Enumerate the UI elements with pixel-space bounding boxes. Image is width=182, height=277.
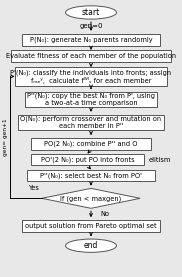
FancyBboxPatch shape bbox=[27, 170, 155, 181]
Text: gen= gen+1: gen= gen+1 bbox=[3, 119, 8, 156]
Text: P(N₀): generate N₀ parents randomly: P(N₀): generate N₀ parents randomly bbox=[30, 37, 152, 43]
FancyBboxPatch shape bbox=[25, 91, 157, 107]
FancyBboxPatch shape bbox=[11, 50, 171, 62]
Text: P''(N₀): select best N₀ from PO': P''(N₀): select best N₀ from PO' bbox=[40, 172, 142, 179]
FancyBboxPatch shape bbox=[18, 114, 164, 130]
FancyBboxPatch shape bbox=[22, 34, 160, 46]
Text: output solution from Pareto optimal set: output solution from Pareto optimal set bbox=[25, 223, 157, 229]
Ellipse shape bbox=[66, 6, 116, 19]
Text: gen=0: gen=0 bbox=[79, 23, 103, 29]
Text: end: end bbox=[84, 241, 98, 250]
FancyBboxPatch shape bbox=[22, 220, 160, 232]
Ellipse shape bbox=[66, 239, 116, 252]
Text: O(N₀): perform crossover and mutation on
each member in P'': O(N₀): perform crossover and mutation on… bbox=[20, 116, 162, 129]
FancyBboxPatch shape bbox=[31, 154, 144, 165]
Text: P''(N₀): copy the best N₀ from P', using
a two-at-a time comparison: P''(N₀): copy the best N₀ from P', using… bbox=[27, 93, 155, 106]
Text: P'(N₀): classify the individuals into fronts; assign
fᵣₐₙʸ,  calculate fᵂᴵₛ for : P'(N₀): classify the individuals into fr… bbox=[10, 69, 172, 84]
Polygon shape bbox=[42, 188, 140, 208]
Text: If (gen < maxgen): If (gen < maxgen) bbox=[60, 195, 122, 202]
Text: PO(2 N₀): combine P'' and O: PO(2 N₀): combine P'' and O bbox=[44, 140, 138, 147]
FancyBboxPatch shape bbox=[15, 67, 167, 86]
Text: Yes: Yes bbox=[29, 185, 40, 191]
Text: start: start bbox=[82, 8, 100, 17]
Text: Evaluate fitness of each member of the population: Evaluate fitness of each member of the p… bbox=[6, 53, 176, 59]
Text: elitism: elitism bbox=[148, 157, 171, 163]
Text: No: No bbox=[100, 211, 109, 217]
FancyBboxPatch shape bbox=[31, 138, 151, 150]
Text: PO'(2 N₀): put PO into fronts: PO'(2 N₀): put PO into fronts bbox=[41, 156, 134, 163]
